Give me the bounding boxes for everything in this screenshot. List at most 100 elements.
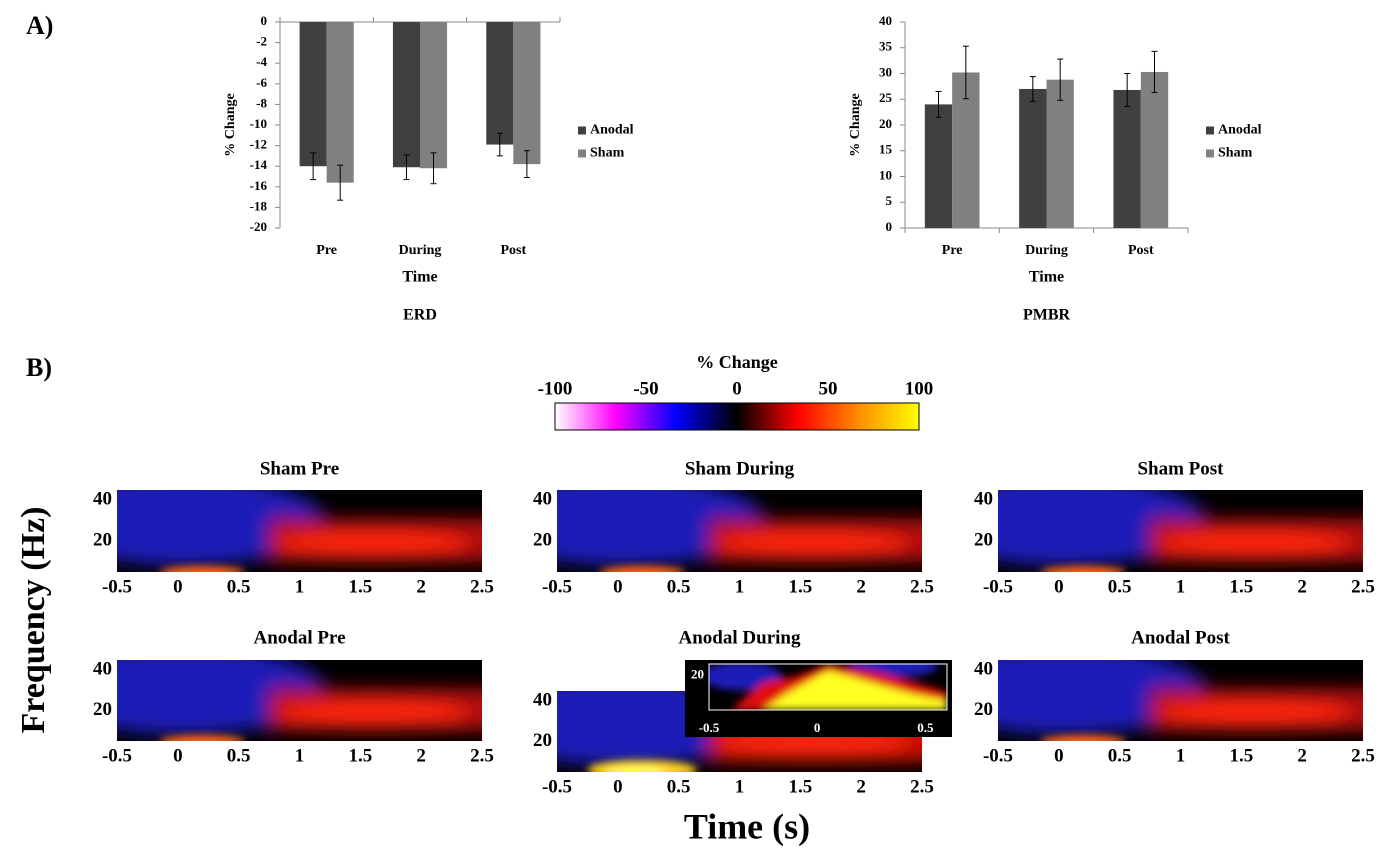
x-tick-label: -0.5 <box>983 576 1013 597</box>
panel-label: A) <box>26 11 53 40</box>
y-tick-label: 40 <box>533 489 552 510</box>
evoked-region <box>1040 735 1126 741</box>
inset-blur <box>709 664 947 710</box>
y-tick-label: -6 <box>256 75 267 90</box>
x-tick-label: 2 <box>416 745 426 766</box>
inset-x-tick-label: 0 <box>814 720 821 735</box>
y-tick-label: 40 <box>533 689 552 710</box>
evoked-region <box>1040 566 1126 572</box>
legend-swatch <box>578 149 586 158</box>
y-tick-label: 10 <box>879 167 892 182</box>
x-tick-label: 0 <box>173 576 183 597</box>
bar <box>924 104 953 228</box>
x-tick-label: 2 <box>416 576 426 597</box>
legend-label: Anodal <box>1218 123 1262 138</box>
heatmap-blur <box>117 660 482 735</box>
legend-swatch <box>578 126 586 135</box>
x-tick-label: 1.5 <box>1229 576 1253 597</box>
legend-swatch <box>1206 149 1214 158</box>
x-tick-label: 2.5 <box>470 745 494 766</box>
y-tick-label: 20 <box>974 530 993 551</box>
y-tick-label: 0 <box>886 219 893 234</box>
y-tick-label: 20 <box>533 730 552 751</box>
inset-peak <box>763 670 947 710</box>
x-tick-label: 2.5 <box>470 576 494 597</box>
x-tick-label: Post <box>500 243 526 258</box>
x-tick-label: 0.5 <box>667 576 691 597</box>
y-tick-label: -8 <box>256 95 267 110</box>
x-tick-label: 0.5 <box>1108 745 1132 766</box>
heatmap-blur <box>998 490 1363 566</box>
bar <box>392 22 420 168</box>
colorbar-tick-label: 0 <box>732 378 742 399</box>
heatmap-blur <box>159 566 245 572</box>
inset-x-tick-label: 0.5 <box>917 720 934 735</box>
x-tick-label: 0.5 <box>227 576 251 597</box>
y-tick-label: 25 <box>879 90 893 105</box>
panel-label: B) <box>26 353 52 382</box>
legend-label: Anodal <box>590 123 634 138</box>
evoked-peak <box>605 766 667 772</box>
bar <box>326 22 354 183</box>
y-tick-label: 0 <box>261 13 268 28</box>
x-tick-label: 2.5 <box>910 776 934 797</box>
chart-title: Sham Post <box>1137 458 1224 479</box>
heatmap-blur <box>587 759 697 772</box>
x-tick-label: 0 <box>613 576 623 597</box>
x-tick-label: 1 <box>295 576 305 597</box>
y-tick-label: 40 <box>879 13 892 28</box>
x-tick-label: 0 <box>173 745 183 766</box>
y-axis-label: % Change <box>223 93 238 156</box>
x-tick-label: 1 <box>295 745 305 766</box>
x-tick-label: 1.5 <box>348 745 372 766</box>
y-tick-label: -20 <box>250 219 267 234</box>
x-tick-label: -0.5 <box>983 745 1013 766</box>
y-tick-label: 20 <box>93 699 112 720</box>
x-tick-label: 0 <box>613 776 623 797</box>
x-tick-label: 0.5 <box>227 745 251 766</box>
x-tick-label: 0 <box>1054 745 1064 766</box>
heatmap-image <box>557 490 922 572</box>
heatmap-blur <box>599 566 685 572</box>
evoked-region <box>159 735 245 741</box>
colorbar <box>554 402 920 431</box>
x-tick-label: 1.5 <box>1229 745 1253 766</box>
x-tick-label: 1 <box>735 576 745 597</box>
heatmap-image <box>998 660 1363 741</box>
legend-label: Sham <box>590 146 625 161</box>
y-tick-label: 40 <box>93 658 112 679</box>
x-tick-label: -0.5 <box>542 576 572 597</box>
inset-image <box>709 664 947 710</box>
x-tick-label: 2 <box>856 576 866 597</box>
legend-swatch <box>1206 126 1214 135</box>
x-tick-label: 0 <box>1054 576 1064 597</box>
x-tick-label: 0.5 <box>1108 576 1132 597</box>
heatmap-image <box>117 490 482 572</box>
heatmap-blur <box>159 735 245 741</box>
rebound-peak <box>1156 700 1351 725</box>
chart-title: Anodal Pre <box>253 627 345 648</box>
x-tick-label: 1.5 <box>348 576 372 597</box>
rebound-peak <box>715 531 910 556</box>
y-tick-label: -10 <box>250 116 267 131</box>
x-tick-label: 1.5 <box>788 776 812 797</box>
chart-title: PMBR <box>1023 307 1071 324</box>
x-tick-label: -0.5 <box>542 776 572 797</box>
y-tick-label: -18 <box>250 198 268 213</box>
heatmap-blur <box>1040 735 1126 741</box>
chart-title: Anodal During <box>679 627 801 648</box>
bar <box>1140 71 1169 228</box>
heatmap-blur <box>1040 566 1126 572</box>
figure-y-label: Frequency (Hz) <box>15 507 52 734</box>
x-tick-label: 2.5 <box>910 576 934 597</box>
figure-x-label: Time (s) <box>684 806 810 846</box>
chart-title: Anodal Post <box>1131 627 1230 648</box>
inset-frame <box>708 663 948 711</box>
x-axis-label: Time <box>1029 269 1064 286</box>
x-tick-label: -0.5 <box>102 576 132 597</box>
x-tick-label: During <box>399 243 442 258</box>
heatmap-blur <box>998 660 1363 735</box>
x-tick-label: 0.5 <box>667 776 691 797</box>
heatmap-blur <box>117 490 482 566</box>
